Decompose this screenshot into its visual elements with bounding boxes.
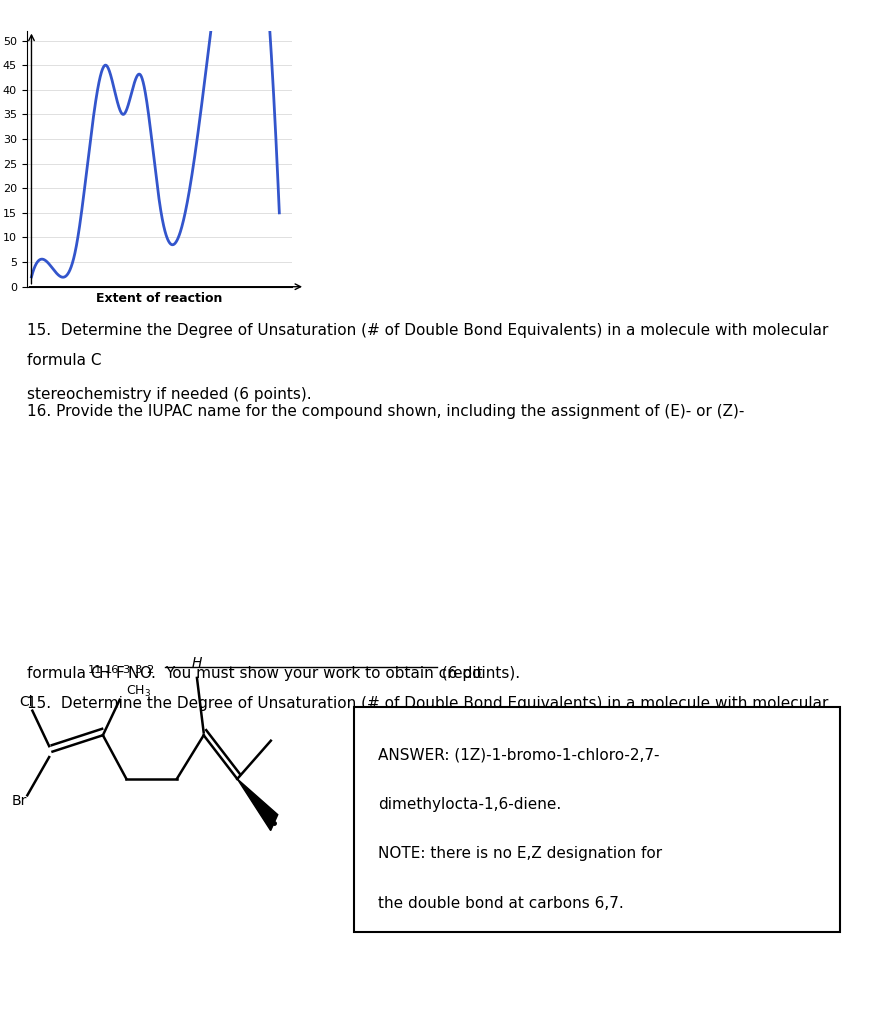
Text: N: N [127,666,139,681]
Text: F: F [115,666,124,681]
Text: formula C: formula C [27,666,101,681]
Polygon shape [237,779,278,830]
Text: You must show your work to obtain credit: You must show your work to obtain credit [164,666,483,681]
Text: (6 points).: (6 points). [438,666,521,681]
Text: the double bond at carbons 6,7.: the double bond at carbons 6,7. [378,896,623,910]
Text: 3: 3 [134,665,141,675]
Text: Br: Br [11,794,27,808]
Text: 3: 3 [122,665,129,675]
Text: 16: 16 [105,665,119,675]
Text: Cl: Cl [19,695,33,710]
Text: 15.  Determine the Degree of Unsaturation (# of Double Bond Equivalents) in a mo: 15. Determine the Degree of Unsaturation… [27,323,828,338]
FancyBboxPatch shape [354,707,840,932]
Text: ANSWER: (1Z)-1-bromo-1-chloro-2,7-: ANSWER: (1Z)-1-bromo-1-chloro-2,7- [378,748,659,762]
X-axis label: Extent of reaction: Extent of reaction [96,292,222,305]
Text: .: . [151,666,161,681]
Text: 16. Provide the IUPAC name for the compound shown, including the assignment of (: 16. Provide the IUPAC name for the compo… [27,404,744,420]
Text: NOTE: there is no E,Z designation for: NOTE: there is no E,Z designation for [378,846,662,861]
Text: O: O [139,666,151,681]
Text: H: H [98,666,110,681]
Text: 2: 2 [146,665,153,675]
Text: H: H [192,655,202,670]
Text: stereochemistry if needed (6 points).: stereochemistry if needed (6 points). [27,387,311,401]
Text: 15.  Determine the Degree of Unsaturation (# of Double Bond Equivalents) in a mo: 15. Determine the Degree of Unsaturation… [27,696,828,712]
Text: dimethylocta-1,6-diene.: dimethylocta-1,6-diene. [378,797,561,812]
Text: formula C: formula C [27,353,101,369]
Text: 11: 11 [88,665,103,675]
Text: CH$_3$: CH$_3$ [126,684,151,699]
